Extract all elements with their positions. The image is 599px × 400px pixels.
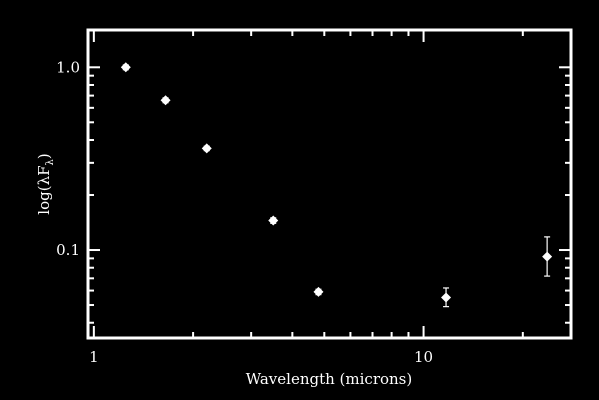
- data-point: [268, 215, 279, 226]
- x-tick-label: 10: [414, 348, 433, 366]
- y-axis-label-subscript: λ: [45, 159, 56, 166]
- y-axis-label: log(λFλ): [35, 153, 56, 214]
- data-point: [160, 95, 171, 106]
- data-point: [201, 143, 212, 154]
- data-points: [120, 62, 553, 303]
- data-point: [120, 62, 131, 73]
- data-point: [313, 286, 324, 297]
- y-tick-label: 1.0: [56, 58, 80, 76]
- y-tick-label: 0.1: [56, 241, 80, 259]
- x-tick-label: 1: [89, 348, 99, 366]
- data-point: [542, 251, 553, 262]
- data-point: [441, 292, 452, 303]
- x-axis-label: Wavelength (microns): [246, 370, 413, 388]
- tick-labels: 1 10 0.1 1.0: [56, 58, 433, 366]
- axis-ticks: [88, 30, 571, 338]
- y-axis-label-suffix: ): [35, 153, 53, 159]
- y-axis-label-main: log(λF: [35, 166, 53, 215]
- plot-frame: [86, 28, 573, 340]
